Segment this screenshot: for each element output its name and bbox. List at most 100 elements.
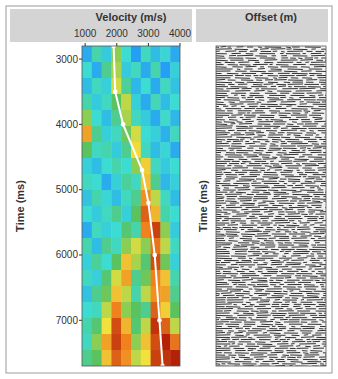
cell: [170, 158, 180, 174]
cell: [92, 78, 102, 94]
cell: [121, 46, 131, 62]
cell: [160, 46, 170, 62]
plot-frame: [216, 46, 326, 366]
cell: [92, 254, 102, 270]
cell: [141, 270, 151, 286]
cell: [102, 222, 112, 238]
plot-area: [82, 46, 180, 366]
cell: [111, 222, 121, 238]
cell: [102, 94, 112, 110]
cell: [92, 62, 102, 78]
cell: [111, 174, 121, 190]
cell: [121, 222, 131, 238]
cell: [102, 174, 112, 190]
cell: [121, 318, 131, 334]
cell: [151, 158, 161, 174]
cell: [82, 174, 92, 190]
cell: [102, 206, 112, 222]
cell: [102, 350, 112, 366]
cell: [160, 110, 170, 126]
cell: [141, 318, 151, 334]
cell: [82, 62, 92, 78]
tick: [79, 124, 82, 125]
cell: [160, 78, 170, 94]
tick: [85, 43, 86, 46]
velocity-pick: [152, 253, 157, 258]
cell: [151, 174, 161, 190]
cell: [160, 126, 170, 142]
tick: [79, 320, 82, 321]
cell: [170, 46, 180, 62]
cell: [141, 78, 151, 94]
cell: [92, 190, 102, 206]
cell: [82, 94, 92, 110]
cell: [102, 254, 112, 270]
cell: [131, 222, 141, 238]
cell: [151, 78, 161, 94]
cell: [170, 222, 180, 238]
cell: [82, 302, 92, 318]
cell: [170, 94, 180, 110]
cell: [170, 126, 180, 142]
cell: [141, 46, 151, 62]
axis-title: Offset (m): [245, 11, 297, 23]
cell: [141, 62, 151, 78]
tick: [79, 59, 82, 60]
cell: [102, 334, 112, 350]
cell: [102, 190, 112, 206]
cell: [82, 254, 92, 270]
cell: [160, 238, 170, 254]
cell: [131, 238, 141, 254]
cell: [121, 94, 131, 110]
cell: [92, 238, 102, 254]
cell: [92, 126, 102, 142]
velocity-pick: [121, 122, 126, 127]
cell: [111, 126, 121, 142]
cell: [92, 174, 102, 190]
cell: [141, 142, 151, 158]
cell: [111, 142, 121, 158]
cell: [82, 110, 92, 126]
cell: [151, 206, 161, 222]
cell: [102, 286, 112, 302]
cell: [92, 334, 102, 350]
cell: [131, 62, 141, 78]
cell: [111, 158, 121, 174]
cell: [131, 318, 141, 334]
cell: [82, 350, 92, 366]
tick-label: 4000: [56, 119, 79, 130]
cell: [160, 190, 170, 206]
seismic-traces: [216, 46, 326, 366]
tick: [180, 43, 181, 46]
header-band: [10, 9, 192, 42]
cell: [151, 350, 161, 366]
cell: [82, 158, 92, 174]
cell: [82, 46, 92, 62]
cell: [170, 334, 180, 350]
cell: [92, 110, 102, 126]
cell: [151, 46, 161, 62]
cell: [131, 190, 141, 206]
cell: [92, 94, 102, 110]
cell: [111, 318, 121, 334]
cell: [92, 350, 102, 366]
cell: [82, 270, 92, 286]
cell: [141, 222, 151, 238]
cell: [151, 94, 161, 110]
cell: [131, 286, 141, 302]
cell: [160, 270, 170, 286]
cell: [102, 318, 112, 334]
tick-label: 5000: [56, 184, 79, 195]
cell: [92, 206, 102, 222]
cell: [102, 142, 112, 158]
cell: [131, 206, 141, 222]
cell: [102, 78, 112, 94]
cell: [121, 174, 131, 190]
cell: [141, 350, 151, 366]
cell: [141, 94, 151, 110]
cell: [111, 206, 121, 222]
tick-label: 2000: [106, 28, 129, 39]
cell: [102, 110, 112, 126]
cell: [121, 110, 131, 126]
cell: [141, 334, 151, 350]
